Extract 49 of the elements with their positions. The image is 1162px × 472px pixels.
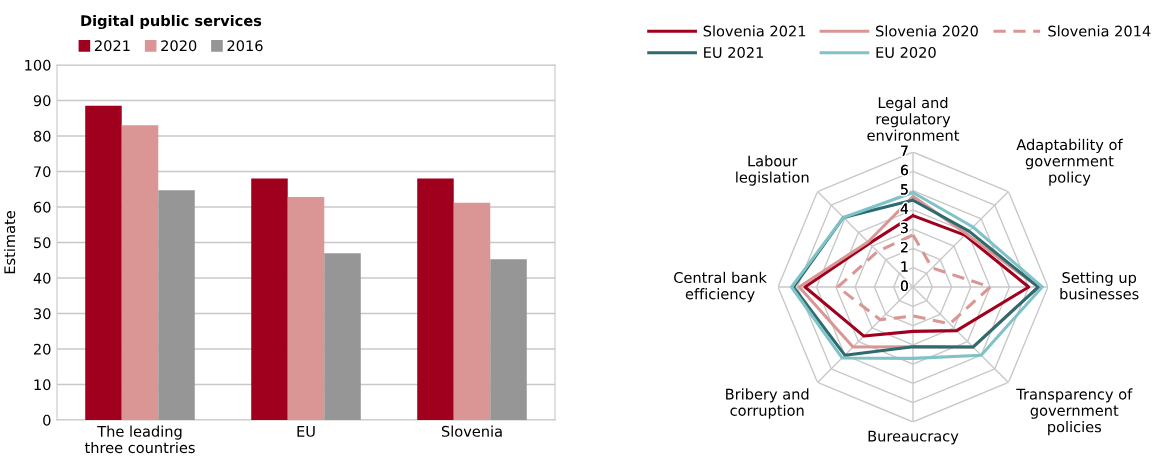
y-tick-label: 4 xyxy=(900,203,909,214)
legend-label: 2021 xyxy=(94,40,130,52)
spoke-label: Labour legislation xyxy=(736,155,809,186)
bar xyxy=(490,259,527,420)
spoke-label: Setting up businesses xyxy=(1060,271,1139,300)
y-tick-label: 2 xyxy=(901,241,908,253)
spoke-label: Central bank efficiency xyxy=(674,271,767,303)
bar xyxy=(85,105,122,420)
bar xyxy=(453,202,491,420)
x-tick-label: The leading three countries xyxy=(84,425,195,454)
y-tick-label: 0 xyxy=(900,280,908,292)
y-tick-label: 20 xyxy=(33,343,51,355)
legend-label: 2020 xyxy=(161,40,197,52)
bar xyxy=(287,197,325,420)
x-tick-label: EU xyxy=(297,426,315,437)
legend-label: EU 2020 xyxy=(876,46,936,58)
spoke-label: Bribery and corruption xyxy=(726,388,809,419)
y-tick-label: 50 xyxy=(34,237,51,249)
spoke-label: Legal and regulatory environment xyxy=(867,96,960,141)
bar xyxy=(251,178,288,420)
y-tick-label: 10 xyxy=(34,379,51,391)
chart-title: Digital public services xyxy=(81,14,262,30)
y-tick-label: 80 xyxy=(33,130,51,142)
bar xyxy=(158,190,195,420)
y-tick-label: 6 xyxy=(900,164,908,176)
legend-label: EU 2021 xyxy=(704,46,763,58)
bar xyxy=(324,253,361,420)
y-tick-label: 70 xyxy=(34,166,51,178)
bar xyxy=(417,178,454,420)
y-tick-label: 30 xyxy=(34,308,51,320)
y-tick-label: 5 xyxy=(901,184,908,195)
spoke-label: Transparency of government policies xyxy=(1016,388,1133,436)
y-tick-label: 3 xyxy=(901,222,908,234)
y-tick-label: 40 xyxy=(33,272,51,284)
legend-label: Slovenia 2014 xyxy=(1048,25,1151,37)
bar xyxy=(121,125,159,420)
y-tick-label: 1 xyxy=(901,261,908,272)
y-axis-title: Estimate xyxy=(3,211,16,274)
legend-label: 2016 xyxy=(227,40,263,52)
y-tick-label: 100 xyxy=(25,59,51,71)
y-tick-label: 60 xyxy=(33,201,51,213)
spoke-label: Adaptability of government policy xyxy=(1016,138,1123,186)
y-tick-label: 7 xyxy=(901,145,908,156)
y-tick-label: 90 xyxy=(33,95,51,107)
legend-label: Slovenia 2020 xyxy=(876,25,978,37)
legend-label: Slovenia 2021 xyxy=(703,25,806,37)
spoke-label: Bureaucracy xyxy=(868,430,959,445)
x-tick-label: Slovenia xyxy=(441,425,502,437)
y-tick-label: 0 xyxy=(43,414,51,426)
